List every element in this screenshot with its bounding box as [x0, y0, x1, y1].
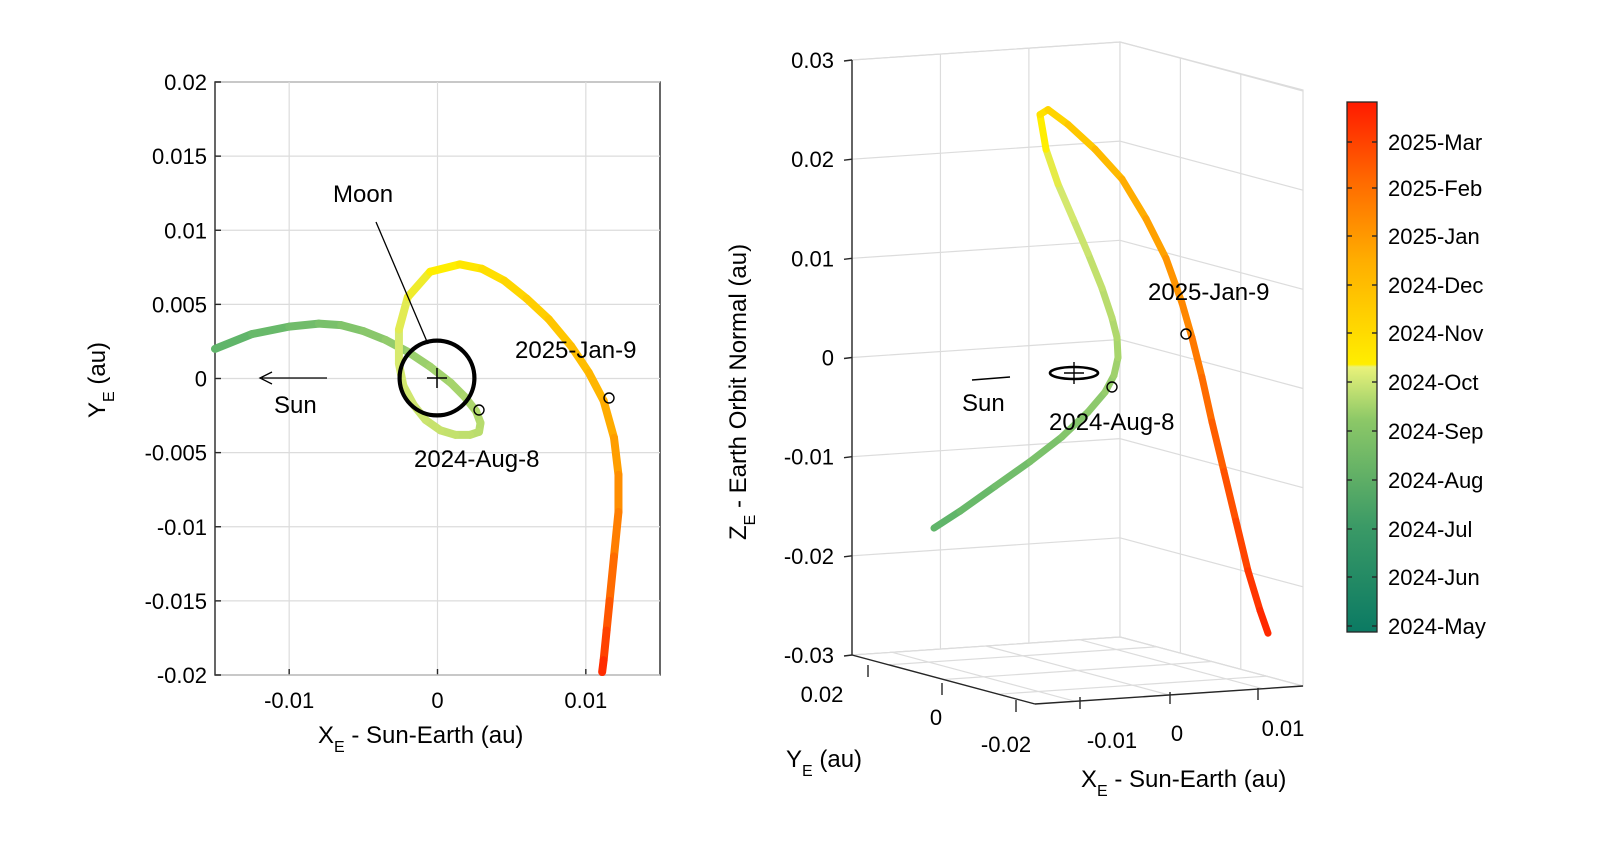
right-z-tick-label: 0.02: [791, 147, 834, 172]
right-plot: 0.03 0.02 0.01 0 -0.01 -0.02 -0.03 0.02 0 -0.02 -0…: [725, 42, 1304, 800]
left-y-tick-label: -0.02: [157, 663, 207, 688]
right-z-tick-label: 0.01: [791, 246, 834, 271]
left-trajectory-segment: [614, 512, 618, 556]
right-x-axis-label-rest: - Sun-Earth (au): [1108, 766, 1287, 793]
left-y-axis-label-rest: (au): [84, 342, 111, 391]
colorbar-tick-label: 2024-Nov: [1388, 321, 1483, 346]
colorbar-tick-label: 2025-Jan: [1388, 224, 1480, 249]
right-y-axis-label-rest: (au): [813, 746, 862, 773]
left-trajectory-segment: [607, 601, 610, 631]
left-trajectory-segment: [604, 631, 607, 661]
right-z-tick: [844, 358, 852, 359]
colorbar-tick-label: 2024-Sep: [1388, 419, 1483, 444]
right-z-tick: [844, 556, 852, 557]
colorbar-tick-label: 2024-Dec: [1388, 273, 1483, 298]
colorbar-tick-label: 2024-May: [1388, 614, 1486, 639]
colorbar-gradient: [1347, 102, 1377, 632]
left-trajectory-segment: [614, 438, 618, 475]
left-x-axis-label-sub: E: [334, 739, 345, 756]
left-y-axis-label-main: Y: [84, 402, 111, 418]
right-z-tick-label: 0: [822, 346, 834, 371]
right-z-tick-label: -0.03: [784, 643, 834, 668]
left-y-tick-label: -0.005: [145, 441, 207, 466]
right-z-axis-label-main: Z: [725, 525, 752, 540]
left-jan9-label: 2025-Jan-9: [515, 337, 636, 364]
right-z-tick-label: -0.01: [784, 445, 834, 470]
left-trajectory-segment: [610, 556, 614, 600]
left-y-tick-label: 0.005: [152, 292, 207, 317]
colorbar: 2025-Mar 2025-Feb 2025-Jan 2024-Dec 2024-Nov…: [1347, 102, 1486, 639]
right-z-tick: [844, 258, 852, 259]
left-x-tick-label: -0.01: [264, 688, 314, 713]
left-y-tick-label: -0.015: [145, 589, 207, 614]
right-sun-label: Sun: [962, 390, 1005, 417]
right-z-tick: [844, 159, 852, 160]
right-z-tick: [844, 60, 852, 61]
left-y-tick-label: 0.015: [152, 144, 207, 169]
right-z-tick-label: 0.03: [791, 48, 834, 73]
right-x-axis-label-main: X: [1081, 766, 1097, 793]
right-z-tick-label: -0.02: [784, 544, 834, 569]
right-z-tick: [844, 655, 852, 656]
left-y-tick-label: -0.01: [157, 515, 207, 540]
left-x-axis-label-main: X: [318, 722, 334, 749]
right-z-tick: [844, 457, 852, 458]
right-x-axis-label-sub: E: [1097, 783, 1108, 800]
left-x-tick-label: 0: [431, 688, 443, 713]
right-y-axis-label-sub: E: [802, 763, 813, 780]
right-x-axis-label: XE - Sun-Earth (au): [1081, 766, 1286, 800]
right-x-tick-label: -0.01: [1087, 728, 1137, 753]
right-z-axis-label: ZE - Earth Orbit Normal (au): [725, 244, 759, 540]
right-y-tick-label: 0.02: [801, 682, 844, 707]
right-x-tick-label: 0.01: [1262, 716, 1305, 741]
left-trajectory-segment: [289, 324, 319, 327]
colorbar-tick-label: 2025-Mar: [1388, 130, 1482, 155]
right-y-axis-label: YE (au): [786, 746, 862, 780]
colorbar-tick-label: 2024-Aug: [1388, 468, 1483, 493]
colorbar-tick-label: 2024-Oct: [1388, 370, 1479, 395]
left-y-axis-label-sub: E: [101, 391, 118, 402]
left-y-axis-label: YE (au): [84, 342, 118, 418]
colorbar-tick-label: 2024-Jun: [1388, 565, 1480, 590]
left-y-tick-label: 0.02: [164, 70, 207, 95]
left-y-tick-label: 0: [195, 367, 207, 392]
left-sun-label: Sun: [274, 392, 317, 419]
left-y-tick-label: 0.01: [164, 218, 207, 243]
left-x-axis-label: XE - Sun-Earth (au): [318, 722, 523, 756]
right-z-axis-label-rest: - Earth Orbit Normal (au): [725, 244, 752, 515]
right-y-tick-label: -0.02: [981, 732, 1031, 757]
right-x-tick-label: 0: [1171, 721, 1183, 746]
right-jan9-label: 2025-Jan-9: [1148, 279, 1269, 306]
left-plot: -0.01 0 0.01 0.02 0.015 0.01 0.005 0 -0.005 -0.01…: [84, 70, 660, 756]
left-x-axis-label-rest: - Sun-Earth (au): [345, 722, 524, 749]
right-z-axis-label-sub: E: [742, 515, 759, 526]
colorbar-tick-label: 2024-Jul: [1388, 517, 1472, 542]
left-x-tick-label: 0.01: [564, 688, 607, 713]
right-aug8-label: 2024-Aug-8: [1049, 409, 1174, 436]
left-aug8-label: 2024-Aug-8: [414, 446, 539, 473]
right-y-axis-label-main: Y: [786, 746, 802, 773]
left-moon-label: Moon: [333, 181, 393, 208]
right-y-tick-label: 0: [930, 705, 942, 730]
colorbar-tick-label: 2025-Feb: [1388, 176, 1482, 201]
left-trajectory-segment: [602, 660, 603, 672]
